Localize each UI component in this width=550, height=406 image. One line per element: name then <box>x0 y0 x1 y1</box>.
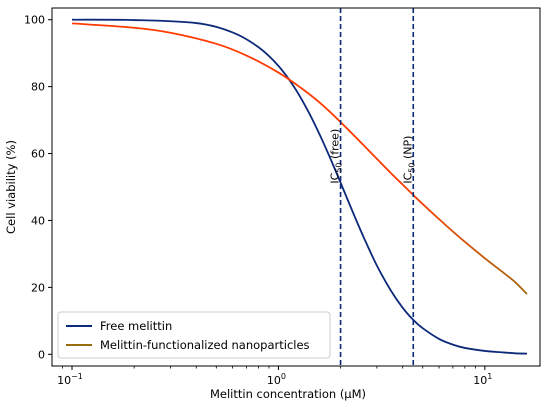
y-tick-label: 80 <box>31 81 45 94</box>
series-line-nanoparticles <box>71 22 528 295</box>
x-axis: 10−1 100 101 <box>57 366 492 387</box>
y-tick-label: 60 <box>31 148 45 161</box>
plot-frame <box>51 7 541 367</box>
ic50-label: IC50 (free) <box>329 129 344 184</box>
y-axis-label: Cell viability (%) <box>4 140 18 234</box>
x-tick-label: 10−1 <box>57 372 83 387</box>
y-tick-label: 0 <box>38 348 45 361</box>
x-axis-label: Melittin concentration (µM) <box>210 387 366 401</box>
legend-label-free-melittin: Free melittin <box>100 319 172 333</box>
ic50-lines: IC50 (free) IC50 (NP) <box>329 8 416 366</box>
legend: Free melittin Melittin-functionalized na… <box>57 311 331 359</box>
ic50-label: IC50 (NP) <box>401 136 416 184</box>
legend-box <box>57 311 331 359</box>
y-tick-label: 40 <box>31 214 45 227</box>
y-tick-label: 100 <box>24 14 45 27</box>
x-tick-label: 100 <box>267 372 286 387</box>
y-axis: 0 20 40 60 80 100 <box>24 14 52 361</box>
y-tick-label: 20 <box>31 281 45 294</box>
series-layer <box>71 18 528 355</box>
x-tick-label: 101 <box>473 372 492 387</box>
series-line-free-melittin <box>71 18 528 355</box>
legend-label-nanoparticles: Melittin-functionalized nanoparticles <box>100 338 310 352</box>
